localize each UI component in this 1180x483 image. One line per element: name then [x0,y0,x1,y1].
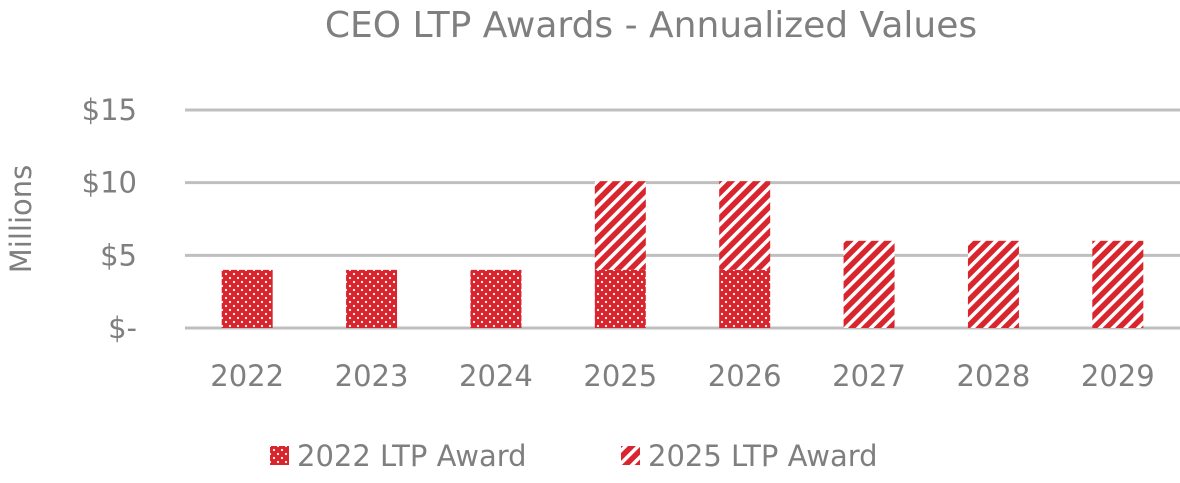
legend: 2022 LTP Award 2025 LTP Award [270,439,878,473]
x-tick-label: 2023 [335,359,409,393]
gridlines [185,108,1180,330]
y-tick-label: $5 [100,238,137,272]
chart-title: CEO LTP Awards - Annualized Values [325,5,977,46]
y-tick-label: $- [108,311,137,345]
x-tick-label: 2027 [832,359,906,393]
x-tick-label: 2028 [957,359,1031,393]
x-tick-label: 2025 [583,359,657,393]
bar-2022-award-2023 [346,269,398,328]
bar-2025-award-2029 [1092,240,1144,328]
x-axis-ticks: 2022 2023 2024 2025 2026 2027 2028 2029 [210,359,1154,393]
bar-2025-award-2026 [719,181,771,270]
bars [221,181,1144,328]
legend-swatch [270,446,289,465]
bar-2022-award-2024 [470,269,522,328]
x-tick-label: 2022 [210,359,284,393]
y-tick-label: $15 [82,93,137,127]
legend-label: 2025 LTP Award [648,439,878,473]
bar-2025-award-2027 [843,240,895,328]
bar-2022-award-2026 [719,269,771,328]
y-axis-ticks: $- $5 $10 $15 [82,93,137,345]
x-tick-label: 2029 [1081,359,1155,393]
y-tick-label: $10 [82,166,137,200]
y-axis-label: Millions [4,165,38,273]
legend-label: 2022 LTP Award [297,439,527,473]
x-tick-label: 2024 [459,359,533,393]
bar-2022-award-2022 [221,269,273,328]
bar-2025-award-2025 [594,181,646,270]
bar-2022-award-2025 [594,269,646,328]
bar-2025-award-2028 [967,240,1019,328]
x-tick-label: 2026 [708,359,782,393]
legend-swatch [621,446,640,465]
